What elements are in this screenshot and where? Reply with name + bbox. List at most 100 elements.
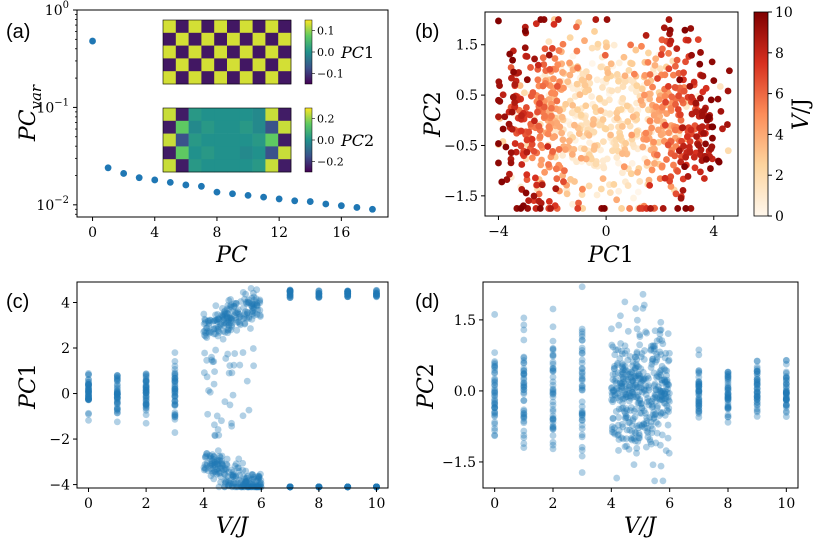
- c-point: [202, 324, 210, 332]
- d-point: [520, 406, 528, 414]
- d-point: [578, 386, 586, 394]
- b-point: [681, 26, 689, 34]
- b-point: [559, 152, 567, 159]
- c-point: [215, 469, 223, 477]
- d-point: [628, 436, 636, 444]
- b-point: [671, 83, 679, 91]
- c-point: [315, 483, 323, 491]
- a-inset-cell: [214, 45, 228, 59]
- d-point: [753, 413, 761, 420]
- b-point: [592, 16, 600, 23]
- d-point: [623, 435, 630, 443]
- b-point: [507, 159, 515, 167]
- d-point: [724, 386, 732, 394]
- d-point: [549, 407, 557, 415]
- d-point: [617, 383, 625, 391]
- d-point: [618, 405, 625, 413]
- d-xtick-label: 6: [665, 496, 674, 512]
- b-point: [535, 122, 543, 130]
- c-point: [286, 483, 294, 491]
- d-point: [520, 417, 528, 425]
- c-point: [249, 307, 257, 315]
- a-inset-cell: [201, 146, 215, 160]
- c-point: [373, 290, 380, 297]
- b-point: [652, 55, 660, 63]
- d-point: [520, 397, 528, 405]
- d-point: [578, 328, 586, 336]
- d-point: [578, 365, 586, 373]
- a-inset-cell: [163, 71, 177, 85]
- c-point: [253, 299, 261, 307]
- d-point: [618, 371, 626, 378]
- d-point: [615, 447, 622, 454]
- c-point: [211, 461, 219, 469]
- a-inset-cell: [252, 20, 266, 34]
- c-point: [211, 317, 219, 324]
- d-point: [782, 389, 790, 396]
- b-point: [545, 123, 553, 131]
- d-point: [491, 401, 499, 409]
- b-point: [505, 120, 513, 128]
- d-point: [626, 370, 634, 378]
- c-point: [207, 328, 215, 336]
- b-point: [559, 40, 567, 48]
- b-point: [562, 100, 570, 108]
- d-point: [753, 370, 761, 378]
- d-point: [616, 396, 623, 404]
- c-point: [142, 382, 150, 390]
- c-point: [85, 375, 92, 383]
- b-point: [664, 141, 672, 149]
- d-point: [665, 357, 672, 365]
- d-point: [648, 360, 656, 368]
- d-point: [647, 345, 655, 353]
- c-point: [171, 386, 179, 394]
- c-point: [236, 321, 244, 329]
- b-point: [682, 153, 690, 161]
- d-point: [695, 382, 703, 390]
- c-point: [252, 483, 260, 491]
- c-point: [211, 463, 219, 470]
- c-point: [249, 289, 257, 297]
- d-point: [627, 368, 635, 376]
- c-point: [286, 288, 294, 295]
- b-point: [532, 174, 539, 182]
- d-point: [753, 385, 761, 393]
- c-point: [232, 314, 240, 322]
- c-point: [221, 464, 229, 472]
- c-point: [209, 317, 217, 325]
- d-point: [665, 449, 673, 457]
- a-inset-cell: [239, 146, 253, 160]
- d-point: [649, 355, 657, 363]
- c-point: [171, 385, 179, 393]
- b-point: [577, 154, 585, 162]
- d-point: [623, 386, 630, 394]
- d-point: [620, 378, 627, 386]
- c-point: [245, 315, 253, 322]
- d-point: [782, 356, 790, 364]
- c-point: [344, 483, 352, 491]
- a-ytick-label: 100: [45, 0, 69, 19]
- d-point: [753, 378, 761, 385]
- d-point: [644, 433, 652, 441]
- d-point: [659, 477, 667, 485]
- c-point: [236, 361, 244, 369]
- c-point: [250, 473, 258, 481]
- d-point: [647, 364, 655, 371]
- c-point: [344, 483, 352, 491]
- d-point: [724, 405, 732, 413]
- c-point: [222, 355, 230, 362]
- d-point: [753, 393, 761, 401]
- d-point: [639, 290, 647, 298]
- c-point: [244, 298, 251, 306]
- b-point: [582, 102, 590, 110]
- c-point: [211, 468, 218, 476]
- d-point: [636, 421, 643, 429]
- c-point: [244, 299, 252, 307]
- c-point: [249, 475, 257, 483]
- b-point: [661, 174, 669, 182]
- b-point: [564, 78, 572, 86]
- b-point: [495, 113, 502, 121]
- b-point: [681, 163, 689, 171]
- d-point: [724, 368, 732, 376]
